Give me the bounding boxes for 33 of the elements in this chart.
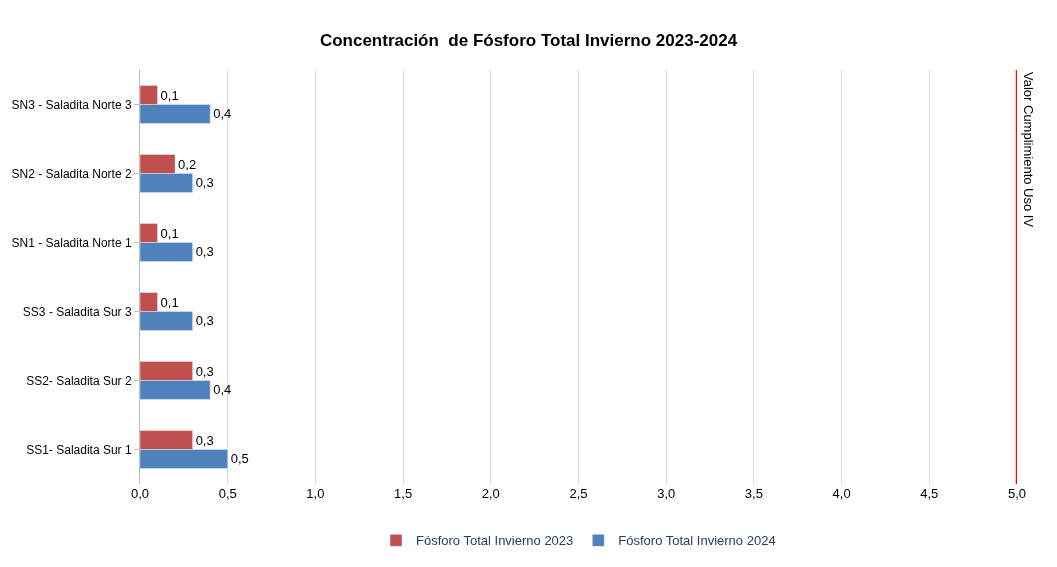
data-label: 0,3 — [195, 244, 214, 260]
x-tick-label: 0,0 — [130, 486, 150, 501]
y-tick-label: SS2- Saladita Sur 2 — [26, 373, 132, 388]
y-tick-label: SN2 - Saladita Norte 2 — [11, 166, 132, 181]
y-tick-label: SN3 - Saladita Norte 3 — [11, 97, 132, 112]
legend-label: Fósforo Total Invierno 2023 — [416, 533, 574, 549]
data-label: 0,3 — [195, 175, 214, 191]
data-label: 0,3 — [195, 313, 214, 329]
x-tick-label: 0,5 — [218, 486, 237, 501]
legend-label: Fósforo Total Invierno 2024 — [618, 533, 776, 549]
data-label: 0,4 — [213, 382, 232, 398]
x-tick-label: 4,0 — [832, 486, 851, 501]
x-tick-label: 5,0 — [1007, 486, 1027, 501]
data-label: 0,3 — [195, 432, 214, 448]
x-tick-label: 3,5 — [744, 486, 763, 501]
x-tick-label: 1,5 — [394, 486, 413, 501]
data-label: 0,4 — [213, 106, 232, 122]
y-tick-label: SS1- Saladita Sur 1 — [26, 442, 132, 457]
x-tick-label: 2,0 — [481, 486, 500, 501]
data-label: 0,3 — [195, 363, 214, 379]
data-label: 0,1 — [160, 87, 179, 103]
data-label: 0,5 — [230, 451, 249, 467]
ref-line-label: Valor Cumplimiento Uso IV — [1021, 72, 1036, 228]
x-tick-label: 3,0 — [657, 486, 676, 501]
chart-title: Concentración de Fósforo Total Invierno 2023-2024 — [319, 30, 738, 50]
x-tick-label: 1,0 — [306, 486, 325, 501]
data-label: 0,1 — [160, 294, 179, 310]
y-tick-label: SS3 - Saladita Sur 3 — [22, 304, 132, 319]
y-tick-label: SN1 - Saladita Norte 1 — [11, 235, 132, 250]
x-tick-label: 2,5 — [569, 486, 588, 501]
x-tick-label: 4,5 — [920, 486, 939, 501]
data-label: 0,2 — [178, 156, 197, 172]
data-label: 0,1 — [160, 225, 179, 241]
